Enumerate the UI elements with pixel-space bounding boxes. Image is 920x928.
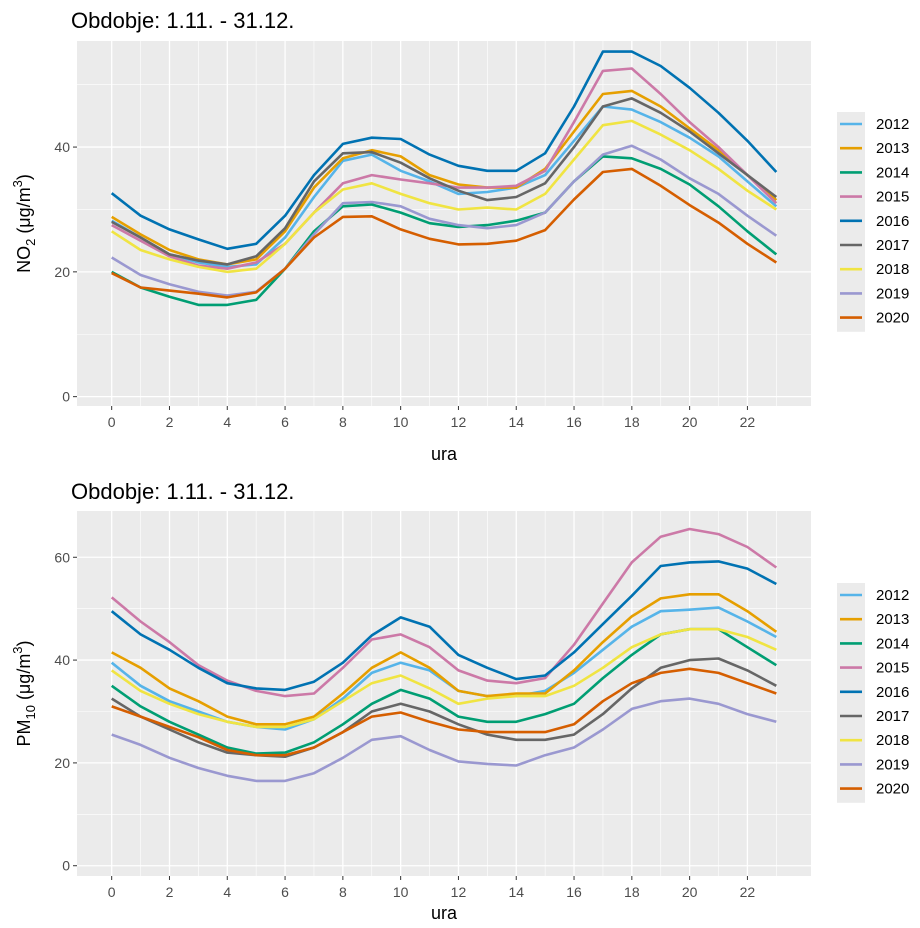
legend-label: 2016: [876, 213, 909, 230]
y-tick-label: 0: [62, 858, 70, 874]
legend-item-2012: 2012: [840, 587, 909, 604]
x-tick-label: 12: [451, 414, 467, 430]
series-line-2015: [110, 527, 778, 698]
y-tick-label: 20: [54, 264, 70, 280]
series-line-2019: [111, 144, 778, 297]
x-tick-label: 20: [682, 884, 698, 900]
x-tick-label: 4: [223, 414, 231, 430]
x-tick-label: 2: [166, 884, 174, 900]
y-axis-title: NO2 (μg/m3): [10, 174, 38, 273]
x-tick-label: 6: [281, 414, 289, 430]
legend-item-2019: 2019: [840, 285, 909, 302]
chart-title: Obdobje: 1.11. - 31.12.: [71, 479, 294, 504]
legend-item-2016: 2016: [840, 684, 909, 701]
legend-label: 2018: [876, 261, 909, 278]
legend-item-2016: 2016: [840, 213, 909, 230]
legend-item-2013: 2013: [840, 611, 909, 628]
chart-2: Obdobje: 1.11. - 31.12. 0 2 4 6 8 10 12 14 16 18 20…: [10, 479, 909, 923]
x-tick-label: 10: [393, 414, 409, 430]
y-tick-label: 60: [54, 549, 70, 565]
x-tick-label: 10: [393, 884, 409, 900]
x-tick-label: 20: [682, 414, 698, 430]
x-tick-label: 22: [740, 884, 756, 900]
series-line-2017: [111, 657, 777, 759]
x-tick-label: 0: [108, 414, 116, 430]
legend-label: 2014: [876, 635, 909, 652]
legend-item-2015: 2015: [840, 660, 909, 677]
legend-label: 2017: [876, 237, 909, 254]
panel-background: [77, 41, 811, 406]
x-tick-label: 14: [508, 414, 524, 430]
legend-item-2018: 2018: [840, 732, 909, 749]
panel-background: [77, 511, 811, 876]
legend-item-2019: 2019: [840, 756, 909, 773]
legend-item-2014: 2014: [840, 164, 909, 181]
x-tick-label: 14: [508, 884, 524, 900]
series-line-2020: [111, 167, 778, 299]
series-line-2017: [111, 97, 778, 266]
series-line-2014: [111, 155, 778, 307]
legend-item-2018: 2018: [840, 261, 909, 278]
legend: 2012 2013 2014 2015 2016 2017 2018 2019 2020: [837, 583, 909, 803]
series-line-2013: [111, 592, 778, 726]
x-tick-label: 22: [740, 414, 756, 430]
x-tick-label: 8: [339, 884, 347, 900]
legend-label: 2019: [876, 285, 909, 302]
x-tick-label: 6: [281, 884, 289, 900]
x-tick-label: 18: [624, 884, 640, 900]
legend: 2012 2013 2014 2015 2016 2017 2018 2019 2020: [837, 112, 909, 332]
x-tick-label: 4: [223, 884, 231, 900]
legend-label: 2014: [876, 164, 909, 181]
legend-label: 2015: [876, 189, 909, 206]
x-tick-label: 8: [339, 414, 347, 430]
series-line-2018: [110, 627, 777, 729]
legend-item-2017: 2017: [840, 237, 909, 254]
legend-item-2017: 2017: [840, 708, 909, 725]
legend-label: 2018: [876, 732, 909, 749]
x-tick-label: 16: [566, 884, 582, 900]
legend-item-2020: 2020: [840, 310, 909, 327]
y-tick-label: 20: [54, 755, 70, 771]
y-tick-label: 0: [62, 389, 70, 405]
legend-label: 2017: [876, 708, 909, 725]
y-axis-title: PM10 (μg/m3): [10, 640, 38, 746]
legend-item-2020: 2020: [840, 781, 909, 798]
legend-item-2013: 2013: [840, 140, 909, 157]
x-axis-title: ura: [431, 444, 458, 464]
legend-label: 2020: [876, 781, 909, 798]
legend-item-2012: 2012: [840, 116, 909, 133]
y-tick-label: 40: [54, 652, 70, 668]
legend-item-2014: 2014: [840, 635, 909, 652]
x-tick-label: 16: [566, 414, 582, 430]
legend-label: 2013: [876, 611, 909, 628]
series-line-2019: [111, 697, 777, 783]
x-tick-label: 2: [166, 414, 174, 430]
legend-label: 2013: [876, 140, 909, 157]
series-line-2020: [111, 667, 777, 757]
series-line-2018: [110, 119, 778, 274]
series-line-2016: [110, 50, 778, 251]
legend-label: 2012: [876, 116, 909, 133]
series-line-2012: [111, 105, 778, 269]
x-axis-title: ura: [431, 903, 458, 923]
series-line-2016: [110, 560, 777, 692]
chart-title: Obdobje: 1.11. - 31.12.: [71, 8, 294, 33]
legend-label: 2015: [876, 660, 909, 677]
chart-1: Obdobje: 1.11. - 31.12. 0 2 4 6 8 10 12 14 16 18 20…: [10, 8, 909, 464]
legend-label: 2016: [876, 684, 909, 701]
legend-item-2015: 2015: [840, 189, 909, 206]
x-tick-label: 0: [108, 884, 116, 900]
y-tick-label: 40: [54, 139, 70, 155]
legend-label: 2012: [876, 587, 909, 604]
x-tick-label: 12: [451, 884, 467, 900]
legend-label: 2020: [876, 310, 909, 327]
legend-label: 2019: [876, 756, 909, 773]
x-tick-label: 18: [624, 414, 640, 430]
